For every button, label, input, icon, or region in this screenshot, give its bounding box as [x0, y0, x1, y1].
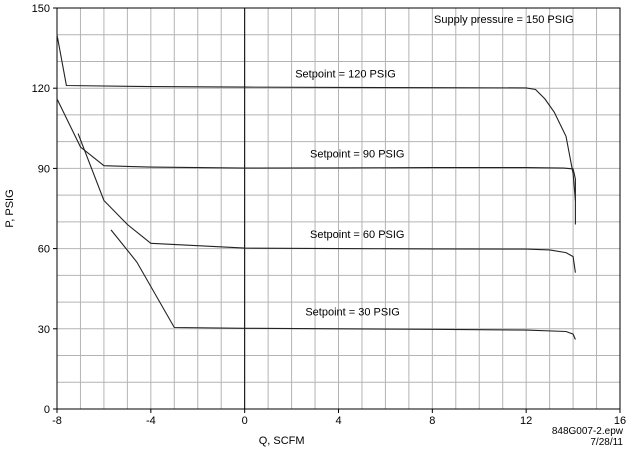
- footer-date: 7/28/11: [590, 437, 623, 448]
- y-tick-label: 60: [38, 244, 50, 256]
- series-line-2: [56, 98, 576, 201]
- y-tick-label: 0: [44, 404, 50, 416]
- y-tick-label: 150: [32, 3, 50, 15]
- x-axis-label: Q, SCFM: [259, 435, 305, 447]
- x-tick-label: 4: [335, 415, 341, 427]
- y-tick-label: 120: [32, 83, 50, 95]
- x-tick-label: 12: [520, 415, 532, 427]
- series-label-2: Setpoint = 90 PSIG: [310, 149, 404, 161]
- x-tick-label: 0: [242, 415, 248, 427]
- series-line-1: [56, 34, 576, 225]
- labels-layer: Setpoint = 120 PSIG Setpoint = 90 PSIG Set…: [295, 69, 404, 319]
- supply-pressure-annotation: Supply pressure = 150 PSIG: [434, 14, 574, 26]
- x-tick-label: 8: [429, 415, 435, 427]
- series-line-3: [77, 133, 576, 273]
- footer-filename: 848G007-2.epw: [551, 426, 623, 437]
- series-label-3: Setpoint = 60 PSIG: [310, 229, 404, 241]
- y-tick-label: 30: [38, 324, 50, 336]
- x-tick-label: -4: [146, 415, 156, 427]
- x-tick-label: -8: [52, 415, 62, 427]
- series-label-1: Setpoint = 120 PSIG: [295, 69, 396, 81]
- y-axis-label: P, PSIG: [4, 189, 16, 227]
- axes: -8 -4 0 4 8 12 16 0 30 60 90 120 150: [32, 3, 626, 427]
- series-line-4: [110, 229, 576, 340]
- x-tick-label: 16: [614, 415, 626, 427]
- y-tick-label: 90: [38, 163, 50, 175]
- series-layer: [56, 34, 576, 340]
- series-label-4: Setpoint = 30 PSIG: [305, 306, 399, 318]
